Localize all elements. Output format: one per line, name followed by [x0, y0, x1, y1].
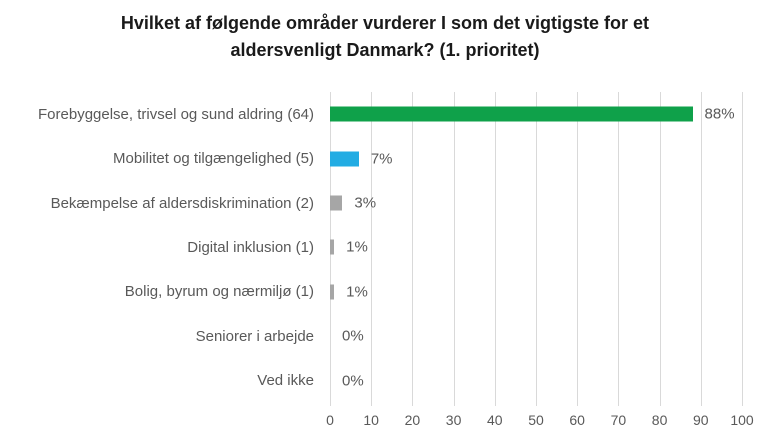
category-label: Bekæmpelse af aldersdiskrimination (2) — [50, 194, 314, 212]
x-tick-label: 70 — [610, 412, 627, 428]
bar-row: 3% — [330, 181, 742, 225]
value-label: 88% — [704, 105, 735, 123]
gridline-x-80 — [659, 92, 661, 406]
plot-area: 88% 7% 3% 1% 1% 0% 0% — [330, 92, 743, 406]
value-label: 1% — [346, 283, 368, 301]
value-label: 0% — [342, 372, 364, 390]
gridline-x-70 — [618, 92, 620, 406]
x-tick-label: 90 — [693, 412, 709, 428]
gridline-x-90 — [700, 92, 702, 406]
gridline-x-60 — [577, 92, 579, 406]
x-tick-label: 20 — [404, 412, 421, 428]
gridline-x-30 — [453, 92, 455, 406]
bar — [330, 284, 335, 300]
bars: 88% 7% 3% 1% 1% 0% 0% — [330, 92, 742, 403]
bar-row: 88% — [330, 92, 742, 136]
x-tick-label: 60 — [569, 412, 585, 428]
gridline-x-100 — [742, 92, 743, 406]
bar-row: 0% — [330, 314, 742, 358]
category-label: Seniorer i arbejde — [195, 327, 314, 345]
x-tick-label: 80 — [651, 412, 668, 428]
chart-title-line-2: aldersvenligt Danmark? (1. prioritet) — [230, 40, 540, 60]
category-label: Bolig, byrum og nærmiljø (1) — [124, 283, 314, 301]
bar-row: 0% — [330, 359, 742, 403]
bar — [330, 239, 335, 255]
chart-title: Hvilket af følgende områder vurderer I s… — [0, 10, 770, 64]
value-label: 0% — [342, 327, 364, 345]
x-axis-tick-labels: 0 10 20 30 40 50 60 70 80 90 100 — [326, 412, 754, 434]
gridline-x-20 — [412, 92, 414, 406]
gridline-x-40 — [494, 92, 496, 406]
x-tick-label: 100 — [730, 412, 754, 428]
category-label: Ved ikke — [257, 372, 314, 390]
value-label: 3% — [354, 194, 377, 212]
bar-row: 7% — [330, 136, 742, 180]
bar-row: 1% — [330, 270, 742, 314]
x-tick-label: 40 — [487, 412, 503, 428]
category-axis: Forebyggelse, trivsel og sund aldring (6… — [0, 92, 322, 403]
x-tick-label: 50 — [528, 412, 544, 428]
bar — [330, 195, 343, 211]
bar — [330, 151, 359, 167]
category-label: Digital inklusion (1) — [187, 238, 314, 256]
bar-row: 1% — [330, 225, 742, 269]
x-tick-label: 30 — [445, 412, 462, 428]
x-tick-label: 10 — [363, 412, 379, 428]
bar — [330, 106, 693, 122]
x-tick-label: 0 — [326, 412, 334, 428]
chart-title-line-1: Hvilket af følgende områder vurderer I s… — [120, 13, 650, 33]
category-label: Mobilitet og tilgængelighed (5) — [113, 150, 314, 168]
value-label: 1% — [346, 238, 368, 256]
gridline-x-10 — [371, 92, 373, 406]
category-label: Forebyggelse, trivsel og sund aldring (6… — [38, 105, 314, 123]
gridline-x-50 — [536, 92, 537, 406]
value-label: 7% — [370, 150, 393, 168]
